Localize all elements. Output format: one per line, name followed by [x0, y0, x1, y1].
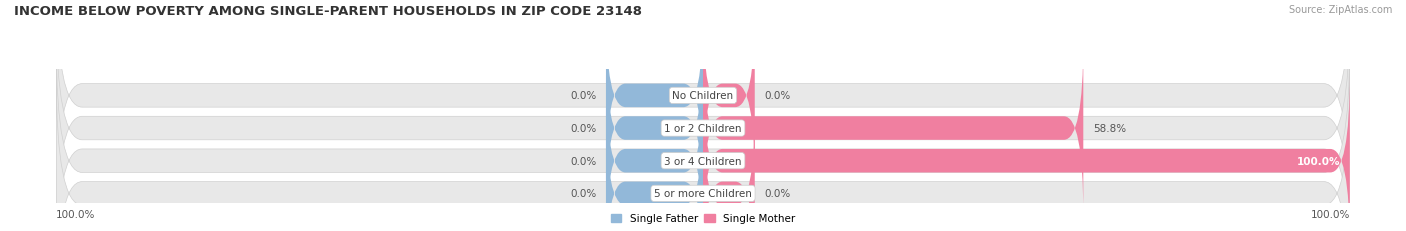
- FancyBboxPatch shape: [606, 10, 703, 182]
- Text: 0.0%: 0.0%: [569, 91, 596, 101]
- Text: 0.0%: 0.0%: [765, 188, 790, 198]
- Text: 100.0%: 100.0%: [1310, 210, 1350, 219]
- FancyBboxPatch shape: [56, 43, 1350, 231]
- FancyBboxPatch shape: [606, 43, 703, 214]
- Text: Source: ZipAtlas.com: Source: ZipAtlas.com: [1288, 5, 1392, 15]
- Text: 0.0%: 0.0%: [569, 188, 596, 198]
- FancyBboxPatch shape: [703, 10, 755, 182]
- FancyBboxPatch shape: [606, 108, 703, 231]
- FancyBboxPatch shape: [606, 75, 703, 231]
- Text: 3 or 4 Children: 3 or 4 Children: [664, 156, 742, 166]
- Text: 0.0%: 0.0%: [569, 156, 596, 166]
- Text: 0.0%: 0.0%: [765, 91, 790, 101]
- Text: INCOME BELOW POVERTY AMONG SINGLE-PARENT HOUSEHOLDS IN ZIP CODE 23148: INCOME BELOW POVERTY AMONG SINGLE-PARENT…: [14, 5, 643, 18]
- FancyBboxPatch shape: [703, 43, 1083, 214]
- Text: 100.0%: 100.0%: [1296, 156, 1340, 166]
- Text: 58.8%: 58.8%: [1092, 124, 1126, 134]
- FancyBboxPatch shape: [56, 75, 1350, 231]
- Text: 5 or more Children: 5 or more Children: [654, 188, 752, 198]
- FancyBboxPatch shape: [56, 10, 1350, 231]
- FancyBboxPatch shape: [703, 108, 755, 231]
- Legend: Single Father, Single Mother: Single Father, Single Mother: [610, 213, 796, 224]
- FancyBboxPatch shape: [56, 0, 1350, 214]
- Text: No Children: No Children: [672, 91, 734, 101]
- Text: 1 or 2 Children: 1 or 2 Children: [664, 124, 742, 134]
- Text: 0.0%: 0.0%: [569, 124, 596, 134]
- FancyBboxPatch shape: [703, 75, 1350, 231]
- Text: 100.0%: 100.0%: [56, 210, 96, 219]
